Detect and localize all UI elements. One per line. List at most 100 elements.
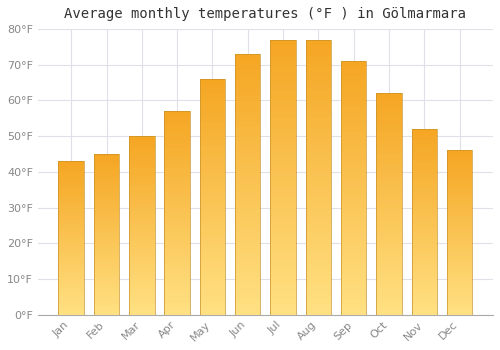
Bar bbox=[412, 248, 437, 252]
Bar bbox=[164, 258, 190, 262]
Bar bbox=[376, 226, 402, 231]
Bar bbox=[129, 193, 154, 197]
Bar bbox=[235, 309, 260, 315]
Bar bbox=[412, 289, 437, 293]
Bar bbox=[447, 157, 472, 160]
Bar bbox=[376, 293, 402, 297]
Bar bbox=[94, 196, 119, 199]
Bar bbox=[164, 176, 190, 180]
Bar bbox=[376, 120, 402, 124]
Bar bbox=[412, 263, 437, 266]
Bar bbox=[235, 226, 260, 231]
Bar bbox=[235, 148, 260, 153]
Bar bbox=[94, 283, 119, 286]
Bar bbox=[94, 199, 119, 202]
Bar bbox=[412, 222, 437, 226]
Bar bbox=[341, 92, 366, 97]
Bar bbox=[164, 148, 190, 152]
Bar bbox=[376, 213, 402, 217]
Bar bbox=[200, 126, 225, 131]
Bar bbox=[235, 299, 260, 304]
Bar bbox=[376, 111, 402, 116]
Bar bbox=[200, 301, 225, 305]
Bar bbox=[129, 265, 154, 268]
Bar bbox=[270, 210, 296, 216]
Bar bbox=[306, 298, 331, 304]
Bar bbox=[164, 205, 190, 209]
Bar bbox=[270, 67, 296, 73]
Bar bbox=[200, 131, 225, 136]
Bar bbox=[200, 98, 225, 103]
Bar bbox=[235, 54, 260, 315]
Bar bbox=[376, 186, 402, 191]
Bar bbox=[376, 275, 402, 279]
Bar bbox=[270, 188, 296, 194]
Bar bbox=[164, 241, 190, 246]
Bar bbox=[341, 218, 366, 224]
Bar bbox=[58, 217, 84, 219]
Bar bbox=[447, 210, 472, 213]
Bar bbox=[376, 93, 402, 315]
Bar bbox=[129, 268, 154, 272]
Bar bbox=[235, 138, 260, 143]
Bar bbox=[94, 164, 119, 167]
Bar bbox=[270, 172, 296, 177]
Bar bbox=[235, 169, 260, 174]
Bar bbox=[412, 159, 437, 162]
Bar bbox=[306, 155, 331, 161]
Bar bbox=[94, 180, 119, 183]
Bar bbox=[200, 272, 225, 277]
Bar bbox=[447, 262, 472, 266]
Bar bbox=[94, 167, 119, 170]
Bar bbox=[447, 279, 472, 282]
Bar bbox=[94, 295, 119, 299]
Bar bbox=[164, 266, 190, 270]
Bar bbox=[306, 194, 331, 199]
Bar bbox=[235, 80, 260, 85]
Bar bbox=[58, 253, 84, 257]
Bar bbox=[58, 195, 84, 198]
Bar bbox=[58, 262, 84, 266]
Bar bbox=[341, 117, 366, 122]
Bar bbox=[58, 161, 84, 164]
Bar bbox=[376, 98, 402, 102]
Bar bbox=[129, 275, 154, 279]
Bar bbox=[447, 150, 472, 154]
Bar bbox=[412, 192, 437, 196]
Bar bbox=[200, 234, 225, 239]
Bar bbox=[94, 170, 119, 173]
Bar bbox=[235, 237, 260, 242]
Bar bbox=[447, 226, 472, 229]
Bar bbox=[200, 263, 225, 268]
Bar bbox=[412, 307, 437, 311]
Bar bbox=[58, 290, 84, 293]
Bar bbox=[129, 272, 154, 275]
Bar bbox=[447, 219, 472, 223]
Bar bbox=[129, 229, 154, 233]
Bar bbox=[306, 95, 331, 100]
Bar bbox=[129, 258, 154, 261]
Bar bbox=[200, 79, 225, 315]
Bar bbox=[129, 251, 154, 254]
Bar bbox=[270, 249, 296, 254]
Bar bbox=[58, 287, 84, 290]
Bar bbox=[164, 209, 190, 213]
Bar bbox=[270, 133, 296, 139]
Bar bbox=[270, 161, 296, 166]
Bar bbox=[94, 218, 119, 222]
Bar bbox=[129, 236, 154, 240]
Bar bbox=[306, 56, 331, 62]
Bar bbox=[306, 282, 331, 287]
Bar bbox=[164, 197, 190, 201]
Bar bbox=[341, 183, 366, 188]
Bar bbox=[447, 183, 472, 187]
Bar bbox=[235, 294, 260, 299]
Title: Average monthly temperatures (°F ) in Gölmarmara: Average monthly temperatures (°F ) in Gö… bbox=[64, 7, 466, 21]
Bar bbox=[200, 89, 225, 93]
Bar bbox=[129, 179, 154, 183]
Bar bbox=[129, 254, 154, 258]
Bar bbox=[270, 89, 296, 95]
Bar bbox=[306, 128, 331, 133]
Bar bbox=[447, 213, 472, 216]
Bar bbox=[306, 67, 331, 73]
